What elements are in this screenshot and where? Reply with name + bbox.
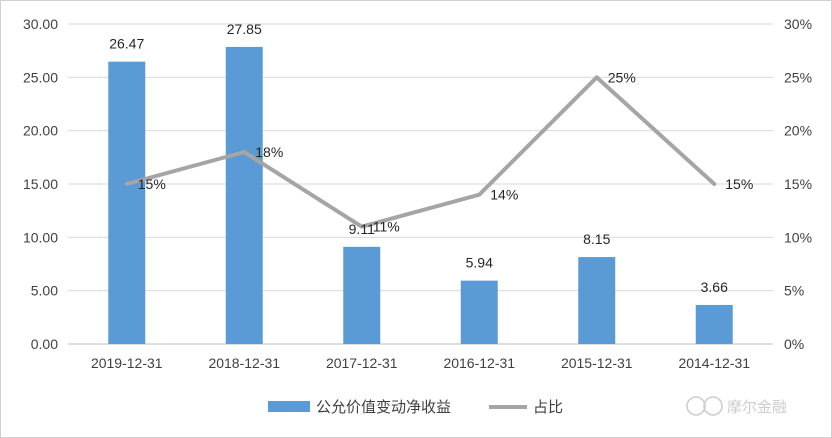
line-value-label: 25%: [608, 69, 636, 85]
right-tick-label: 25%: [784, 69, 812, 85]
x-axis: 2019-12-31 2018-12-31 2017-12-31 2016-12-31…: [91, 355, 750, 371]
bar: [343, 246, 381, 344]
right-tick-label: 10%: [784, 229, 812, 245]
bar-series: [108, 46, 733, 345]
x-tick-label: 2018-12-31: [208, 355, 280, 371]
right-tick-label: 0%: [784, 336, 804, 352]
x-tick-label: 2014-12-31: [678, 355, 750, 371]
right-axis: 0% 5% 10% 15% 20% 25% 30%: [784, 16, 812, 352]
left-tick-label: 25.00: [23, 69, 58, 85]
line-value-label: 15%: [138, 176, 166, 192]
right-tick-label: 30%: [784, 16, 812, 32]
line-value-label: 14%: [490, 187, 518, 203]
bar-value-label: 8.15: [583, 231, 610, 247]
bar: [578, 257, 616, 344]
left-tick-label: 0.00: [31, 336, 58, 352]
left-tick-label: 5.00: [31, 283, 58, 299]
bar: [695, 304, 733, 344]
bar-value-label: 26.47: [109, 36, 144, 52]
line-series: [124, 75, 717, 229]
right-tick-label: 5%: [784, 283, 804, 299]
legend-label-bar: 公允价值变动净收益: [316, 398, 451, 416]
series-line: [124, 75, 717, 229]
left-axis: 0.00 5.00 10.00 15.00 20.00 25.00 30.00: [23, 16, 58, 352]
right-tick-label: 15%: [784, 176, 812, 192]
x-tick-label: 2017-12-31: [326, 355, 398, 371]
mole-logo-icon: [686, 396, 723, 416]
bar-value-label: 3.66: [701, 279, 728, 295]
left-tick-label: 30.00: [23, 16, 58, 32]
watermark: 摩尔金融: [686, 396, 787, 416]
data-labels: 26.47 27.85 9.11 5.94 8.15 3.66 15% 18% 11% 14% 25…: [109, 21, 753, 295]
bar: [108, 61, 146, 345]
bar-value-label: 9.11: [349, 221, 375, 237]
bar: [225, 46, 263, 344]
left-tick-label: 10.00: [23, 229, 58, 245]
x-tick-label: 2019-12-31: [91, 355, 163, 371]
line-value-label: 11%: [373, 219, 400, 235]
bar: [460, 280, 498, 344]
bar-value-label: 5.94: [466, 255, 493, 271]
left-tick-label: 15.00: [23, 176, 58, 192]
x-tick-label: 2015-12-31: [561, 355, 633, 371]
legend: 公允价值变动净收益 占比: [268, 398, 563, 416]
x-tick-label: 2016-12-31: [443, 355, 515, 371]
right-tick-label: 20%: [784, 123, 812, 139]
left-tick-label: 20.00: [23, 123, 58, 139]
line-value-label: 18%: [255, 144, 283, 160]
legend-swatch-bar: [268, 401, 310, 412]
legend-label-line: 占比: [533, 398, 563, 416]
watermark-text: 摩尔金融: [727, 398, 787, 416]
line-value-label: 15%: [725, 176, 753, 192]
bar-value-label: 27.85: [227, 21, 262, 37]
gridlines: [68, 23, 773, 345]
